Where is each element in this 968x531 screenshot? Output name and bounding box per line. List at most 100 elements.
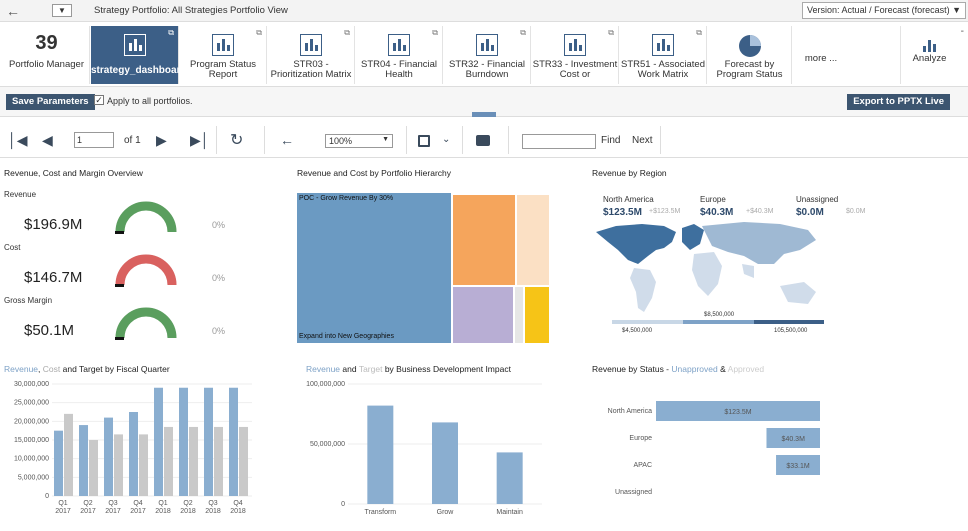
chevron-down-icon[interactable]: ⌄ [442,134,451,145]
prev-page-icon[interactable]: ◀ [42,132,53,148]
next-page-icon[interactable]: ▶ [156,132,167,148]
bar-data-label: $123.5M [724,409,751,416]
next-button[interactable]: Next [632,135,653,146]
save-icon[interactable] [418,135,430,147]
bar [367,405,394,504]
version-select[interactable]: Version: Actual / Forecast (forecast) ▼ [802,2,966,19]
treemap-cell[interactable] [517,195,549,285]
link-icon: ⧉ [168,28,174,37]
tile-str03[interactable]: ⧉ STR03 - Prioritization Matrix [268,26,355,84]
gauge-value: $50.1M [24,322,75,339]
first-page-icon[interactable]: │◀ [8,132,28,148]
find-input[interactable] [522,134,596,149]
status-title: Revenue by Status - Unapproved & Approve… [592,364,765,374]
link-icon: ⧉ [432,28,438,37]
back-arrow-icon[interactable]: ← [6,3,20,19]
region-target: $0.0M [846,208,866,215]
world-map[interactable] [594,220,834,320]
portfolio-manager-tile[interactable]: 39 Portfolio Manager [4,26,90,84]
map-legend-min: $4,500,000 [622,328,653,334]
region-value: $40.3M [700,207,734,218]
tile-label: Program Status Report [190,59,256,80]
treemap-title: Revenue and Cost by Portfolio Hierarchy [297,168,452,178]
x-tick-label: 2017 [105,508,121,515]
export-pptx-button[interactable]: Export to PPTX Live [847,94,950,110]
treemap: POC - Grow Revenue By 30% Expand into Ne… [297,193,549,343]
zoom-value: 100% [329,136,353,146]
more-reports-button[interactable]: more ... [793,26,849,84]
treemap-cell-grow-revenue[interactable] [297,193,451,343]
report-icon [652,34,674,56]
zoom-select[interactable]: 100% ▼ [325,134,393,148]
apply-all-checkbox[interactable]: ✓ [94,95,104,105]
report-ribbon: 39 Portfolio Manager ⧉ strategy_dashboar… [0,22,968,87]
region-title: Revenue by Region [592,168,667,178]
treemap-cell[interactable] [515,287,523,343]
tile-program-status-report[interactable]: ⧉ Program Status Report [180,26,267,84]
x-tick-label: Q1 [58,500,67,507]
report-icon [388,34,410,56]
back-icon[interactable]: ← [280,132,294,148]
tile-forecast-by-program-status[interactable]: Forecast by Program Status [708,26,792,84]
report-icon [564,34,586,56]
region-name: Unassigned [796,195,839,204]
x-tick-label: Q4 [233,500,242,507]
bar-cost [64,413,73,496]
x-tick-label: 2018 [205,508,221,515]
link-icon: ⧉ [344,28,350,37]
bar [432,422,458,504]
bar-data-label: $40.3M [782,436,806,443]
gauge-fill [115,201,177,233]
treemap-cell[interactable] [525,287,549,343]
top-bar: ← ▼ Strategy Portfolio: All Strategies P… [0,0,968,22]
link-icon: ⧉ [256,28,262,37]
treemap-cell[interactable] [453,195,515,285]
collapse-ribbon-button[interactable]: - [960,26,964,37]
gauge-needle [115,337,124,340]
tile-str04[interactable]: ⧉ STR04 - Financial Health [356,26,443,84]
gauge-percent: 0% [212,273,226,283]
print-icon[interactable] [476,135,490,146]
last-page-icon[interactable]: ▶│ [190,132,210,148]
tile-str33[interactable]: ⧉ STR33 - Investment Cost or [532,26,619,84]
find-button[interactable]: Find [601,135,621,146]
refresh-icon[interactable]: ↻ [230,132,244,149]
bar-revenue [154,387,163,496]
treemap-cell[interactable] [453,287,513,343]
strategy-breadcrumb[interactable]: Strategy Portfolio: All Strategies [94,5,228,16]
gauge-label: Cost [4,243,21,252]
portfolio-view-breadcrumb[interactable]: Portfolio View [230,5,288,16]
tile-strategy-dashboard[interactable]: ⧉ strategy_dashboard_ [91,26,192,84]
parameters-row: Save Parameters ✓ Apply to all portfolio… [0,87,968,117]
x-tick-label: Transform [365,509,397,516]
gauge-value: $196.9M [24,216,83,233]
analyze-button[interactable]: Analyze [900,26,958,84]
status-chart: North America $123.5M Europe $40.3M APAC $33.… [608,401,820,496]
save-parameters-button[interactable]: Save Parameters [6,94,95,110]
portfolio-manager-label: Portfolio Manager [9,59,84,70]
menu-dropdown-icon[interactable]: ▼ [52,4,72,17]
page-number-input[interactable]: 1 [74,132,114,148]
tile-str51[interactable]: ⧉ STR51 - Associated Work Matrix [620,26,707,84]
y-tick-label: 30,000,000 [14,381,49,388]
y-tick-label: 5,000,000 [18,474,49,481]
tile-label: Forecast by Program Status [716,59,783,80]
map-legend-max: 105,500,000 [774,328,808,334]
report-icon [212,34,234,56]
splitter-handle[interactable] [472,112,496,117]
fiscal-quarter-chart: 0 5,000,000 10,000,000 15,000,000 20,000,000… [14,381,252,515]
y-tick-label: 15,000,000 [14,437,49,444]
report-icon [123,34,146,56]
bar-revenue [229,387,238,496]
x-tick-label: Maintain [496,509,523,516]
gauge-fill [115,307,177,339]
region-name: Europe [700,195,726,204]
x-tick-label: 2018 [230,508,246,515]
pie-chart-icon [739,35,761,57]
y-category-label: North America [608,408,652,415]
bar-revenue [179,387,188,496]
overview-title: Revenue, Cost and Margin Overview [4,168,143,178]
tile-str32[interactable]: ⧉ STR32 - Financial Burndown [444,26,531,84]
y-tick-label: 100,000,000 [306,381,345,388]
gauge-needle [115,231,124,234]
